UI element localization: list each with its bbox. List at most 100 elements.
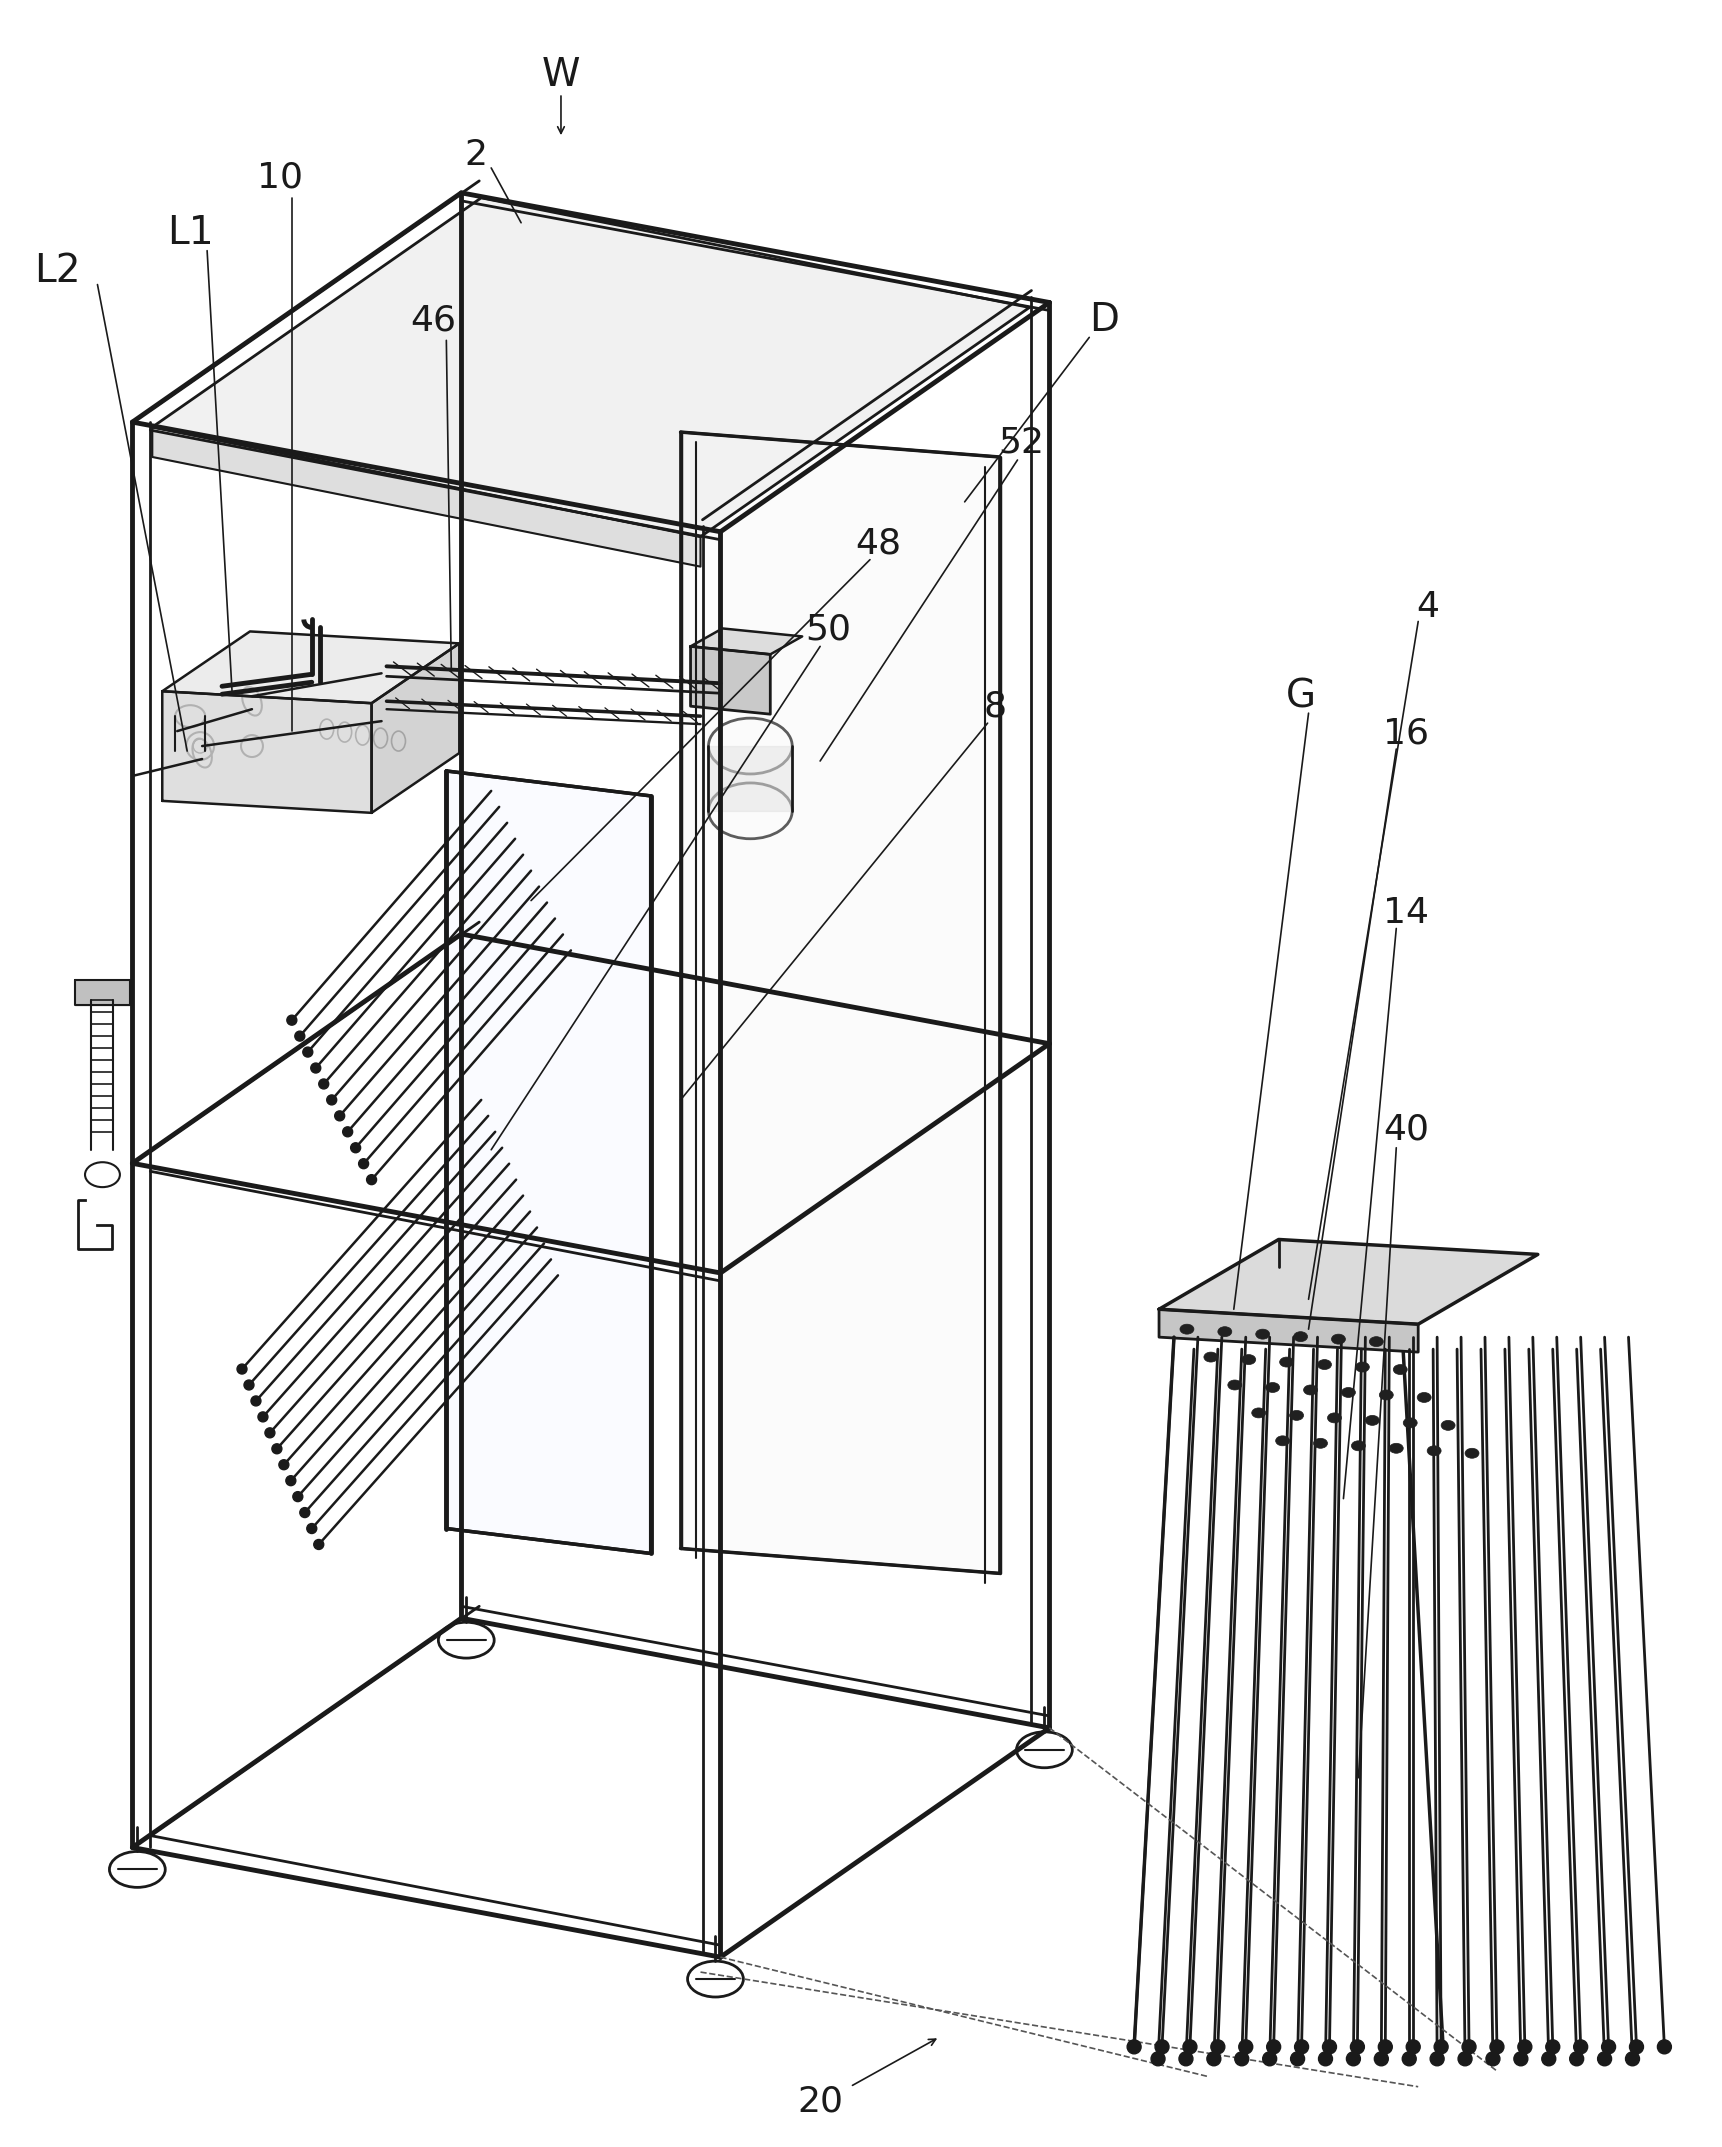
Polygon shape <box>372 644 460 814</box>
Circle shape <box>294 1031 305 1041</box>
Circle shape <box>1374 2053 1388 2065</box>
Text: 16: 16 <box>1383 717 1429 749</box>
Circle shape <box>1459 2053 1472 2065</box>
Circle shape <box>1128 2040 1142 2055</box>
Circle shape <box>307 1524 317 1533</box>
Ellipse shape <box>1390 1443 1403 1454</box>
Text: D: D <box>1090 301 1119 339</box>
Circle shape <box>245 1381 253 1389</box>
Circle shape <box>1238 2040 1252 2055</box>
Circle shape <box>1601 2040 1615 2055</box>
Ellipse shape <box>1441 1421 1455 1430</box>
Circle shape <box>1486 2053 1500 2065</box>
Polygon shape <box>680 432 999 1574</box>
Circle shape <box>1462 2040 1476 2055</box>
Circle shape <box>1514 2053 1527 2065</box>
Text: 8: 8 <box>983 689 1006 724</box>
Circle shape <box>238 1363 246 1374</box>
Text: 48: 48 <box>854 526 901 560</box>
Ellipse shape <box>1252 1408 1266 1417</box>
Circle shape <box>1155 2040 1169 2055</box>
Ellipse shape <box>1352 1441 1366 1451</box>
Ellipse shape <box>1293 1331 1307 1342</box>
Polygon shape <box>74 981 131 1005</box>
Circle shape <box>310 1063 320 1074</box>
Circle shape <box>334 1110 344 1121</box>
Circle shape <box>327 1095 338 1106</box>
Ellipse shape <box>1341 1387 1355 1398</box>
Circle shape <box>358 1159 369 1168</box>
Circle shape <box>251 1396 262 1406</box>
Ellipse shape <box>1428 1445 1441 1456</box>
Text: W: W <box>542 56 580 94</box>
Ellipse shape <box>1180 1325 1193 1333</box>
Polygon shape <box>162 631 460 704</box>
Circle shape <box>1431 2053 1445 2065</box>
Circle shape <box>1183 2040 1197 2055</box>
Ellipse shape <box>1417 1393 1431 1402</box>
Circle shape <box>300 1507 310 1518</box>
Polygon shape <box>446 771 651 1554</box>
Ellipse shape <box>1304 1385 1317 1396</box>
Text: 2: 2 <box>465 137 487 172</box>
Ellipse shape <box>1290 1411 1304 1421</box>
Text: L2: L2 <box>34 251 81 290</box>
Ellipse shape <box>1328 1413 1341 1423</box>
Circle shape <box>1407 2040 1421 2055</box>
Circle shape <box>367 1174 377 1185</box>
Circle shape <box>1350 2040 1364 2055</box>
Circle shape <box>303 1048 313 1056</box>
Circle shape <box>1150 2053 1166 2065</box>
Text: 14: 14 <box>1383 895 1429 930</box>
Circle shape <box>1290 2053 1305 2065</box>
Ellipse shape <box>1366 1415 1379 1426</box>
Circle shape <box>313 1539 324 1550</box>
Circle shape <box>288 1016 296 1024</box>
Circle shape <box>1207 2053 1221 2065</box>
Circle shape <box>279 1460 289 1471</box>
Ellipse shape <box>1255 1329 1269 1340</box>
Circle shape <box>286 1475 296 1486</box>
Circle shape <box>293 1492 303 1501</box>
Text: 20: 20 <box>797 2085 844 2119</box>
Circle shape <box>1211 2040 1224 2055</box>
Circle shape <box>1541 2053 1555 2065</box>
Polygon shape <box>152 198 1030 537</box>
Ellipse shape <box>1317 1359 1331 1370</box>
Circle shape <box>1574 2040 1588 2055</box>
Polygon shape <box>708 745 792 812</box>
Circle shape <box>1322 2040 1336 2055</box>
Text: 52: 52 <box>999 425 1045 459</box>
Circle shape <box>1657 2040 1672 2055</box>
Circle shape <box>1629 2040 1643 2055</box>
Ellipse shape <box>1403 1417 1417 1428</box>
Polygon shape <box>1159 1310 1419 1353</box>
Circle shape <box>343 1127 353 1136</box>
Text: L1: L1 <box>167 215 214 251</box>
Circle shape <box>265 1428 276 1438</box>
Polygon shape <box>162 691 372 814</box>
Ellipse shape <box>1204 1353 1217 1361</box>
Circle shape <box>1267 2040 1281 2055</box>
Circle shape <box>351 1142 360 1153</box>
Ellipse shape <box>1369 1338 1383 1346</box>
Text: 4: 4 <box>1417 590 1440 623</box>
Polygon shape <box>1159 1239 1538 1325</box>
Circle shape <box>272 1443 282 1454</box>
Ellipse shape <box>1228 1381 1242 1389</box>
Polygon shape <box>691 646 770 715</box>
Circle shape <box>1319 2053 1333 2065</box>
Circle shape <box>319 1080 329 1089</box>
Text: 10: 10 <box>257 161 303 195</box>
Ellipse shape <box>1276 1436 1290 1445</box>
Circle shape <box>1378 2040 1393 2055</box>
Circle shape <box>1598 2053 1612 2065</box>
Ellipse shape <box>1279 1357 1293 1368</box>
Ellipse shape <box>1242 1355 1255 1365</box>
Circle shape <box>1626 2053 1639 2065</box>
Text: 46: 46 <box>410 303 456 337</box>
Circle shape <box>1347 2053 1360 2065</box>
Circle shape <box>1402 2053 1415 2065</box>
Text: 50: 50 <box>806 612 851 646</box>
Ellipse shape <box>1217 1327 1231 1338</box>
